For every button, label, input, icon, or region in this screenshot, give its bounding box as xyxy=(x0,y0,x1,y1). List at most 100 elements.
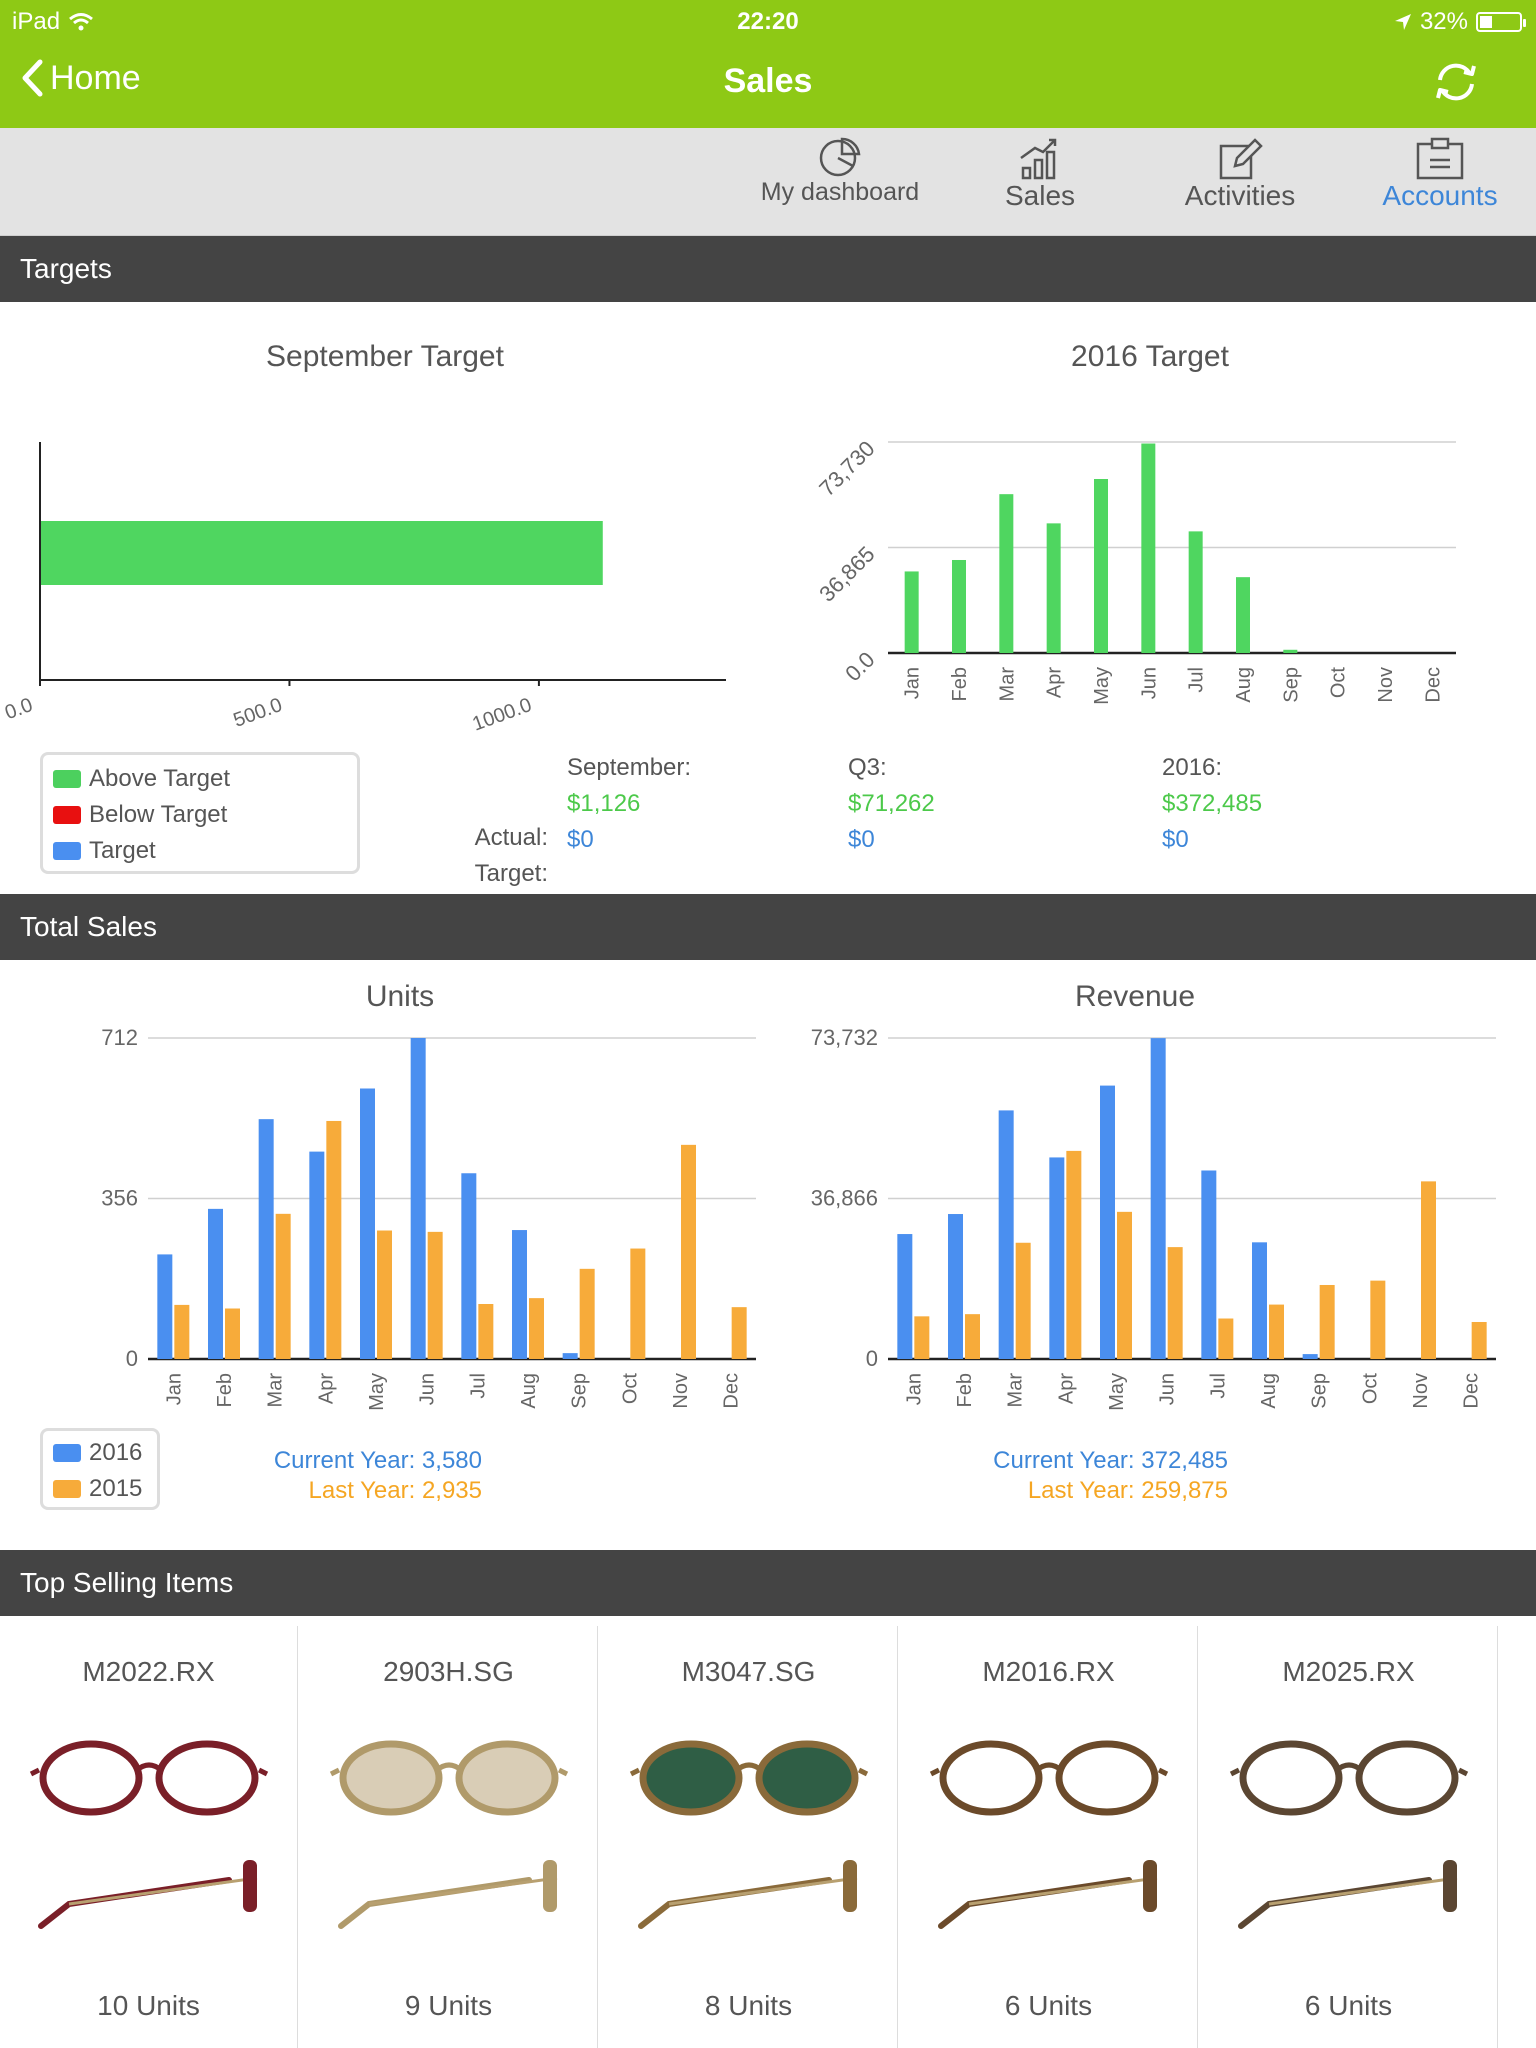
bar-jul-2016 xyxy=(1201,1170,1217,1359)
bar-mar-2015 xyxy=(1015,1242,1031,1359)
x-tick-label: Oct xyxy=(1328,667,1350,699)
bar-jan-2016 xyxy=(897,1234,913,1359)
x-tick-label: Jan xyxy=(902,667,924,699)
lens-right xyxy=(1055,1740,1158,1816)
battery-icon xyxy=(1476,12,1526,32)
x-tick-label: Apr xyxy=(315,1373,337,1404)
bar-apr-value xyxy=(1046,523,1061,653)
y-tick-label: 712 xyxy=(101,1025,138,1050)
tab-my-dashboard[interactable]: My dashboard xyxy=(740,128,940,236)
x-tick-label: Nov xyxy=(1375,667,1397,703)
top-item-card[interactable]: 2903H.SG 9 Units xyxy=(300,1626,598,2048)
x-tick-label: Sep xyxy=(1309,1373,1331,1409)
pie-chart-icon xyxy=(819,137,861,177)
tab-activities[interactable]: Activities xyxy=(1140,128,1340,236)
item-units: 8 Units xyxy=(704,1990,793,2021)
target-label: Target: xyxy=(474,860,548,887)
section-header-top-items: Top Selling Items xyxy=(0,1550,1536,1616)
x-tick-label: Nov xyxy=(670,1373,692,1409)
bar-jan-2015 xyxy=(174,1304,190,1359)
legend-label: Target xyxy=(89,837,156,864)
battery-percent: 32% xyxy=(1419,8,1468,35)
nav-bar: iPad 22:20 32% Home Sales xyxy=(0,0,1536,128)
period-year: 2016: $372,485 $0 xyxy=(1162,750,1262,858)
legend-item: 2016 xyxy=(53,1435,147,1471)
x-tick-label: Jun xyxy=(1138,667,1160,699)
eyeglasses-image xyxy=(329,1740,568,1929)
x-tick-label: Mar xyxy=(996,667,1018,702)
top-item-card[interactable]: M2022.RX 10 Units xyxy=(0,1626,298,2048)
x-tick-label: Jan xyxy=(903,1373,925,1405)
bar-dec-2015 xyxy=(731,1307,747,1359)
item-code: M2022.RX xyxy=(82,1656,215,1687)
bar-feb-2016 xyxy=(208,1208,223,1359)
lens-left xyxy=(1239,1740,1342,1816)
bar-feb-2015 xyxy=(965,1314,980,1359)
bar-jun-value xyxy=(1141,443,1156,653)
period-target: $0 xyxy=(848,826,875,853)
hinge-left xyxy=(329,1767,340,1777)
wifi-icon xyxy=(69,13,93,31)
section-header-targets: Targets xyxy=(0,236,1536,302)
x-tick-label: Jun xyxy=(417,1373,439,1405)
y-tick-label: 36,866 xyxy=(811,1186,878,1211)
x-tick-label: Aug xyxy=(1258,1373,1280,1409)
x-tick-label: Dec xyxy=(1422,667,1444,703)
bar-sep-2016 xyxy=(562,1353,578,1359)
item-code: M2016.RX xyxy=(982,1656,1115,1687)
legend-label: 2015 xyxy=(89,1475,143,1502)
frame-side xyxy=(1442,1860,1457,1912)
y-tick-label: 0.0 xyxy=(840,647,879,686)
actual-label: Actual: xyxy=(474,824,548,851)
hinge-left xyxy=(1229,1767,1240,1777)
bar-oct-2015 xyxy=(1370,1280,1386,1359)
bar-dec-2015 xyxy=(1471,1321,1487,1359)
x-tick-label: Apr xyxy=(1044,667,1066,698)
bar-sep-2016 xyxy=(1302,1354,1318,1359)
top-item-card[interactable]: M2016.RX 6 Units xyxy=(900,1626,1198,2048)
eyeglasses-image xyxy=(929,1740,1168,1929)
lens-left xyxy=(939,1740,1042,1816)
back-button[interactable]: Home xyxy=(20,58,141,98)
legend-item: Below Target xyxy=(53,797,347,833)
legend-item: 2015 xyxy=(53,1471,147,1507)
legend-item: Target xyxy=(53,833,347,869)
lens-right xyxy=(1355,1740,1458,1816)
period-name: Q3: xyxy=(848,754,887,781)
legend-swatch xyxy=(53,1444,81,1462)
location-arrow-icon xyxy=(1394,14,1411,30)
legend-label: 2016 xyxy=(89,1439,143,1466)
tab-accounts[interactable]: Accounts xyxy=(1340,128,1536,236)
x-tick-label: May xyxy=(366,1373,388,1411)
hinge-left xyxy=(629,1767,640,1777)
temple-wire xyxy=(68,1876,257,1906)
y-tick-label: 73,732 xyxy=(811,1025,878,1050)
bar-aug-2016 xyxy=(1252,1242,1267,1359)
tab-sales[interactable]: Sales xyxy=(940,128,1140,236)
top-item-card[interactable]: M3047.SG 8 Units xyxy=(600,1626,898,2048)
bridge xyxy=(134,1762,163,1773)
item-units: 6 Units xyxy=(1004,1990,1093,2021)
legend-label: Below Target xyxy=(89,801,228,828)
top-item-card[interactable]: M2025.RX 6 Units xyxy=(1200,1626,1498,2048)
bar-apr-2015 xyxy=(326,1120,342,1359)
item-units: 10 Units xyxy=(97,1990,200,2021)
item-units: 6 Units xyxy=(1304,1990,1393,2021)
legend-label: Above Target xyxy=(89,765,230,792)
x-tick-label: Apr xyxy=(1055,1373,1077,1404)
refresh-button[interactable] xyxy=(1432,60,1480,109)
period-q3: Q3: $71,262 $0 xyxy=(848,750,935,858)
legend-swatch xyxy=(53,1480,81,1498)
y-tick-label: 73,730 xyxy=(814,436,879,501)
bridge xyxy=(1034,1762,1063,1773)
bar-jul-2015 xyxy=(1218,1318,1234,1359)
refresh-icon xyxy=(1436,63,1476,101)
bar-sep-2015 xyxy=(1319,1284,1335,1359)
bar-jan-2015 xyxy=(914,1316,930,1359)
y-tick-label: 36,865 xyxy=(814,541,879,606)
bar-apr-2016 xyxy=(1049,1157,1065,1359)
page-title: Sales xyxy=(723,62,813,100)
legend-item: Above Target xyxy=(53,761,347,797)
x-tick-label: Jun xyxy=(1157,1373,1179,1405)
x-tick-label: Dec xyxy=(1461,1373,1483,1409)
